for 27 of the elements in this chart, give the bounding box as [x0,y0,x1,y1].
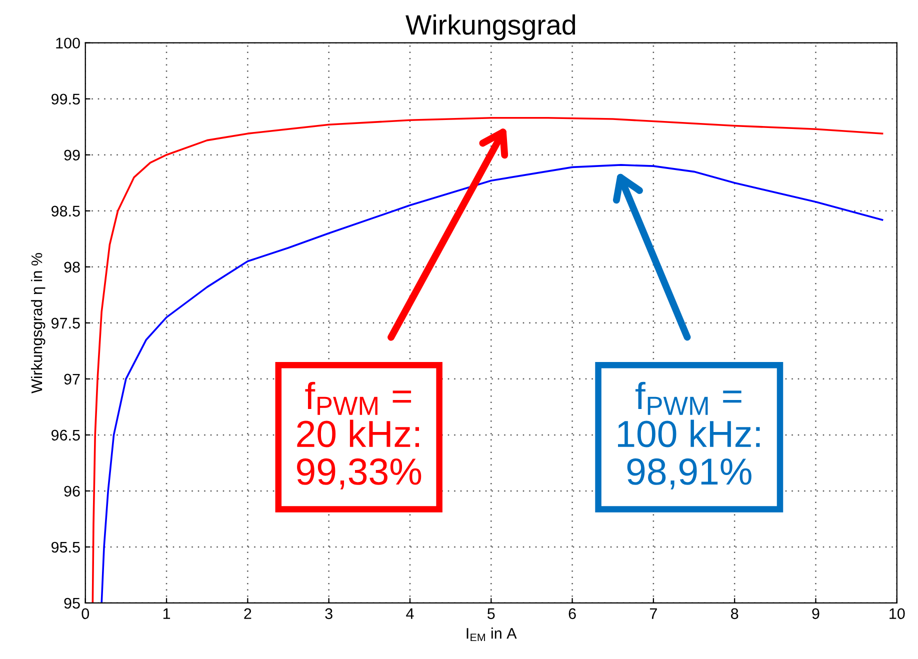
annotation: f$_{PWM}$ = 20 kHz: 99,33% [297,382,422,490]
y-tick-label: 96.5 [51,430,80,441]
y-tick-label: 95.5 [51,542,80,553]
y-tick-label: 98 [64,262,80,273]
x-tick-label: 1 [163,608,170,619]
y-tick-label: 97 [64,374,80,385]
x-tick-label: 5 [487,608,495,620]
x-tick-label: 3 [325,608,332,620]
x-tick-label: 2 [244,608,252,619]
x-tick-label: 0 [82,608,90,620]
y-tick-label: 96 [64,486,80,497]
y-tick-label: 100 [56,38,80,49]
y-tick-label: 99 [64,150,80,161]
x-tick-label: 4 [406,608,414,619]
x-axis-title: I$_{EM}$ in A [466,628,517,642]
y-tick-label: 95 [64,598,80,609]
x-tick-label: 8 [731,608,738,620]
annotation: f$_{PWM}$ = 100 kHz: 98,91% [618,382,760,490]
x-tick-label: 6 [568,608,576,620]
x-tick-label: 7 [650,608,657,619]
y-tick-label: 98.5 [51,206,80,217]
y-tick-label: 97.5 [51,318,80,329]
x-tick-label: 9 [812,608,820,620]
y-axis-title: Wirkungsgrad η in % [30,252,46,394]
y-tick-label: 99.5 [51,94,80,105]
chart-title: Wirkungsgrad [406,14,576,40]
x-tick-label: 10 [890,608,905,620]
